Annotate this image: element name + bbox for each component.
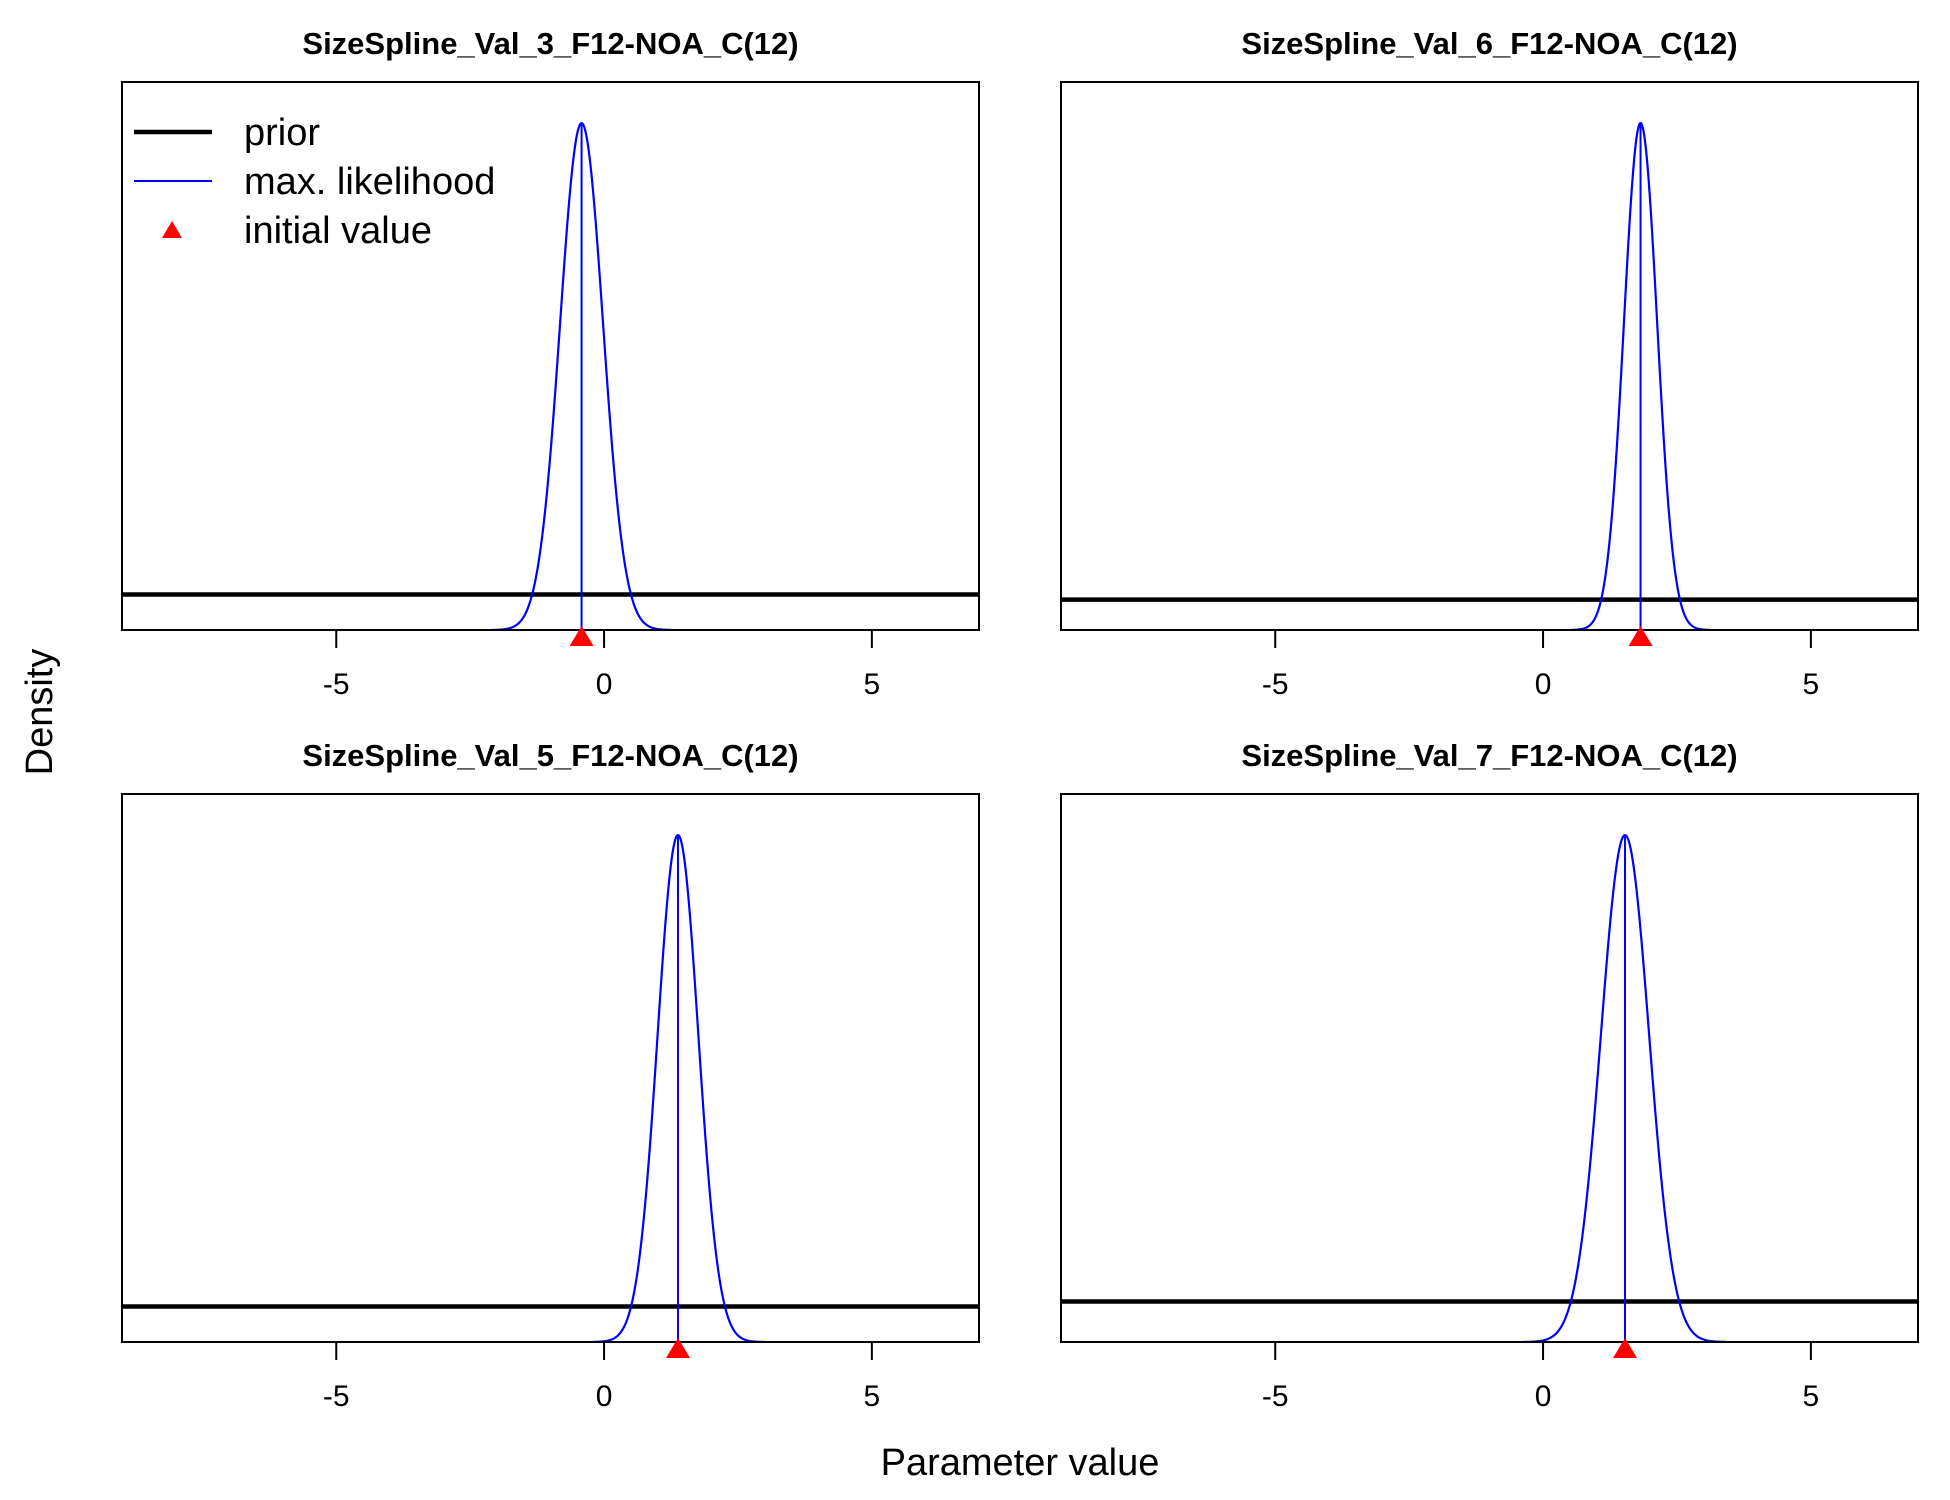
x-tick-label: 0	[596, 668, 613, 701]
x-tick-label: 0	[1535, 1380, 1552, 1413]
initial-value-marker	[665, 1338, 690, 1358]
legend-swatch	[162, 221, 182, 238]
panel-4: SizeSpline_Val_7_F12-NOA_C(12) -5 0 5	[1060, 738, 1919, 1413]
panel-title: SizeSpline_Val_7_F12-NOA_C(12)	[1241, 738, 1737, 773]
x-tick-label: 5	[1803, 668, 1820, 701]
legend-label: initial value	[244, 210, 432, 252]
x-tick-label: 0	[596, 1380, 613, 1413]
panels: SizeSpline_Val_3_F12-NOA_C(12)-5 0 5SizeSp…	[121, 26, 1919, 1413]
legend: prior max. likelihood initial value	[134, 112, 495, 252]
x-axis-label: Parameter value	[881, 1442, 1160, 1484]
plot-frame	[121, 81, 980, 631]
x-tick-label: -5	[1262, 668, 1289, 701]
x-tick-label: -5	[323, 668, 350, 701]
panel-title: SizeSpline_Val_6_F12-NOA_C(12)	[1241, 26, 1737, 61]
legend-entry: initial value	[162, 210, 432, 252]
x-tick-label: 5	[864, 668, 881, 701]
x-tick-label: -5	[323, 1380, 350, 1413]
initial-value-marker	[569, 626, 594, 646]
panel-2: SizeSpline_Val_6_F12-NOA_C(12) -5 0 5	[1060, 26, 1919, 701]
initial-value-marker	[1613, 1338, 1638, 1358]
x-tick-label: 5	[864, 1380, 881, 1413]
panel-title: SizeSpline_Val_3_F12-NOA_C(12)	[302, 26, 798, 61]
x-tick-label: 5	[1803, 1380, 1820, 1413]
plot-frame	[1060, 81, 1919, 631]
plot-frame	[121, 793, 980, 1343]
panel-title: SizeSpline_Val_5_F12-NOA_C(12)	[302, 738, 798, 773]
x-tick-label: 0	[1535, 668, 1552, 701]
initial-value-marker	[1628, 626, 1653, 646]
plot-frame	[1060, 793, 1919, 1343]
legend-label: max. likelihood	[244, 161, 495, 203]
x-tick-label: -5	[1262, 1380, 1289, 1413]
legend-entry: prior	[134, 112, 320, 154]
panel-1: SizeSpline_Val_3_F12-NOA_C(12) -5 0 5	[121, 26, 980, 701]
legend-label: prior	[244, 112, 320, 154]
panel-3: SizeSpline_Val_5_F12-NOA_C(12) -5 0 5	[121, 738, 980, 1413]
y-axis-label: Density	[19, 649, 61, 776]
legend-entry: max. likelihood	[134, 161, 495, 203]
